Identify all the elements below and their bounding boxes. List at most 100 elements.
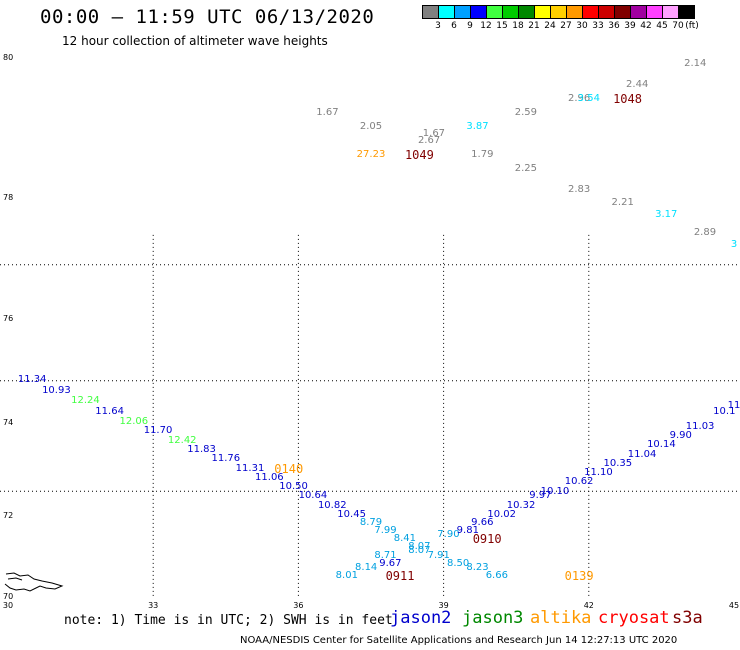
lat-tick-label: 70 xyxy=(3,592,14,601)
wave-height-label: 10.14 xyxy=(647,439,676,451)
lon-tick-label: 36 xyxy=(293,601,304,610)
color-scale-swatch xyxy=(470,5,487,19)
satellite-legend-s3a: s3a xyxy=(672,608,703,628)
lon-tick-label: 30 xyxy=(2,601,14,610)
color-scale-swatch xyxy=(566,5,583,19)
wave-height-label: 12.24 xyxy=(71,395,100,407)
color-scale-swatch xyxy=(422,5,439,19)
wave-height-label: 9.90 xyxy=(669,429,692,441)
color-scale-swatch xyxy=(518,5,535,19)
wave-height-label: 3 xyxy=(730,239,738,251)
color-scale-label: 24 xyxy=(544,21,556,31)
lat-tick-label: 76 xyxy=(3,314,14,323)
wave-height-label: 1.79 xyxy=(471,149,494,160)
time-code-label: 1049 xyxy=(404,148,434,162)
wave-height-label: 9.66 xyxy=(471,517,494,529)
color-scale-swatch xyxy=(598,5,615,19)
color-scale-label: 70 xyxy=(672,21,684,31)
graticule xyxy=(0,234,740,596)
wave-height-label: 9.81 xyxy=(456,525,479,537)
color-scale xyxy=(422,5,695,24)
wave-height-label: 2.59 xyxy=(514,107,538,118)
color-scale-label: 39 xyxy=(624,21,636,31)
time-code-label: 0140 xyxy=(274,461,304,476)
color-scale-label: 21 xyxy=(528,21,540,31)
wave-height-label: 10.10 xyxy=(540,485,570,497)
color-scale-label: 36 xyxy=(608,21,620,31)
color-scale-label: 12 xyxy=(480,21,492,31)
color-scale-label: 18 xyxy=(512,21,524,31)
color-scale-swatch xyxy=(534,5,551,19)
wave-height-label: 27.23 xyxy=(356,149,386,160)
wave-height-label: 1.67 xyxy=(316,107,339,118)
wave-height-label: 2.67 xyxy=(417,135,441,146)
satellite-legend-jason2: jason2 xyxy=(390,608,452,628)
wave-height-label: 7.91 xyxy=(427,549,450,561)
wave-height-label: 8.07 xyxy=(408,541,431,553)
wave-height-label: 12.42 xyxy=(167,434,197,446)
wave-height-label: 10.64 xyxy=(298,490,328,502)
color-scale-swatch xyxy=(582,5,599,19)
wave-height-label: 11.64 xyxy=(95,405,124,417)
wave-height-label: 10.1 xyxy=(713,405,736,417)
wave-height-label: 10.50 xyxy=(279,481,308,493)
wave-height-label: 2.05 xyxy=(359,121,383,132)
color-scale-label: 33 xyxy=(592,21,604,31)
wave-height-label: 11.04 xyxy=(627,448,657,460)
wave-height-label: 10.82 xyxy=(317,499,347,511)
wave-height-label: 7.90 xyxy=(437,529,460,541)
wave-height-label: 2.25 xyxy=(514,163,538,174)
wave-height-label: 3.54 xyxy=(577,93,600,104)
color-scale-label: 30 xyxy=(576,21,588,31)
color-scale-label: 42 xyxy=(640,21,652,31)
color-scale-swatch xyxy=(486,5,503,19)
color-scale-unit: (ft) xyxy=(685,21,699,31)
lon-tick-label: 42 xyxy=(583,601,594,610)
lat-tick-label: 72 xyxy=(3,511,14,520)
color-scale-label: 45 xyxy=(656,21,668,31)
wave-height-label: 11.06 xyxy=(255,471,284,483)
wave-height-label: 12.06 xyxy=(119,416,149,427)
wave-height-label: 7.99 xyxy=(374,525,397,537)
color-scale-swatch xyxy=(662,5,679,19)
time-code-label: 0910 xyxy=(472,532,502,547)
color-scale-swatch xyxy=(438,5,455,19)
lon-tick-label: 33 xyxy=(148,601,159,610)
wave-height-label: 2.44 xyxy=(626,79,649,90)
satellite-legend-cryosat: cryosat xyxy=(598,608,670,628)
wave-height-label: 11 xyxy=(727,400,740,412)
wave-height-label: 10.62 xyxy=(564,476,594,488)
color-scale-label: 27 xyxy=(560,21,572,31)
wave-height-label: 3.87 xyxy=(466,121,489,132)
wave-height-label: 2.83 xyxy=(567,184,591,195)
color-scale-label: 15 xyxy=(496,21,508,31)
color-scale-swatch xyxy=(646,5,663,19)
wave-height-label: 8.41 xyxy=(393,533,417,545)
lon-tick-label: 39 xyxy=(438,601,449,610)
wave-height-label: 11.83 xyxy=(187,443,216,455)
wave-height-label: 9.97 xyxy=(529,490,552,502)
wave-height-label: 2.21 xyxy=(611,197,634,209)
wave-height-label: 6.66 xyxy=(485,569,508,581)
wave-height-label: 10.35 xyxy=(603,457,633,469)
color-scale-swatch xyxy=(678,5,695,19)
color-scale-swatch xyxy=(550,5,567,19)
time-code-label: 0139 xyxy=(564,568,594,583)
color-scale-swatch xyxy=(614,5,631,19)
page-subtitle: 12 hour collection of altimeter wave hei… xyxy=(62,34,328,48)
wave-height-label: 2.89 xyxy=(693,227,717,239)
footer-credit: NOAA/NESDIS Center for Satellite Applica… xyxy=(240,635,678,646)
lat-tick-label: 80 xyxy=(3,53,14,62)
wave-height-label: 8.50 xyxy=(446,557,470,569)
satellite-legend-jason3: jason3 xyxy=(462,608,524,628)
time-code-label: 1048 xyxy=(613,92,642,106)
wave-height-label: 11.10 xyxy=(584,467,613,479)
wave-height-label: 11.31 xyxy=(235,462,265,474)
wave-height-label: 11.76 xyxy=(211,453,241,465)
lat-tick-label: 74 xyxy=(3,418,14,427)
time-code-label: 0911 xyxy=(385,568,415,583)
color-scale-swatch xyxy=(454,5,471,19)
wave-height-label: 1.67 xyxy=(422,128,446,139)
wave-height-label: 10.32 xyxy=(506,499,536,511)
